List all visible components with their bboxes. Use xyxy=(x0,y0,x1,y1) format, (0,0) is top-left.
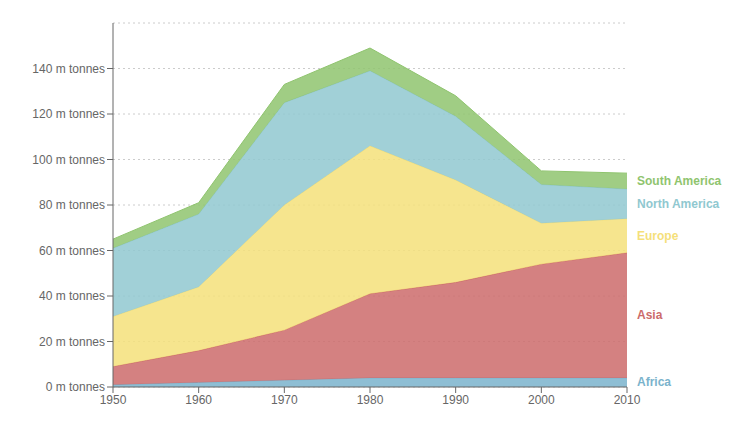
svg-text:2010: 2010 xyxy=(614,393,641,407)
svg-text:100 m tonnes: 100 m tonnes xyxy=(32,153,105,167)
svg-text:Asia: Asia xyxy=(637,308,663,322)
svg-text:140 m tonnes: 140 m tonnes xyxy=(32,62,105,76)
svg-text:80 m tonnes: 80 m tonnes xyxy=(39,198,105,212)
svg-text:Africa: Africa xyxy=(637,375,671,389)
svg-text:1950: 1950 xyxy=(100,393,127,407)
svg-text:120 m tonnes: 120 m tonnes xyxy=(32,107,105,121)
svg-text:1990: 1990 xyxy=(442,393,469,407)
svg-text:20 m tonnes: 20 m tonnes xyxy=(39,335,105,349)
svg-text:0 m tonnes: 0 m tonnes xyxy=(46,380,105,394)
svg-text:40 m tonnes: 40 m tonnes xyxy=(39,289,105,303)
svg-text:60 m tonnes: 60 m tonnes xyxy=(39,244,105,258)
svg-text:1980: 1980 xyxy=(357,393,384,407)
svg-text:Europe: Europe xyxy=(637,229,679,243)
svg-text:North America: North America xyxy=(637,197,720,211)
svg-text:1970: 1970 xyxy=(271,393,298,407)
svg-text:2000: 2000 xyxy=(528,393,555,407)
svg-text:South America: South America xyxy=(637,174,722,188)
svg-text:1960: 1960 xyxy=(185,393,212,407)
